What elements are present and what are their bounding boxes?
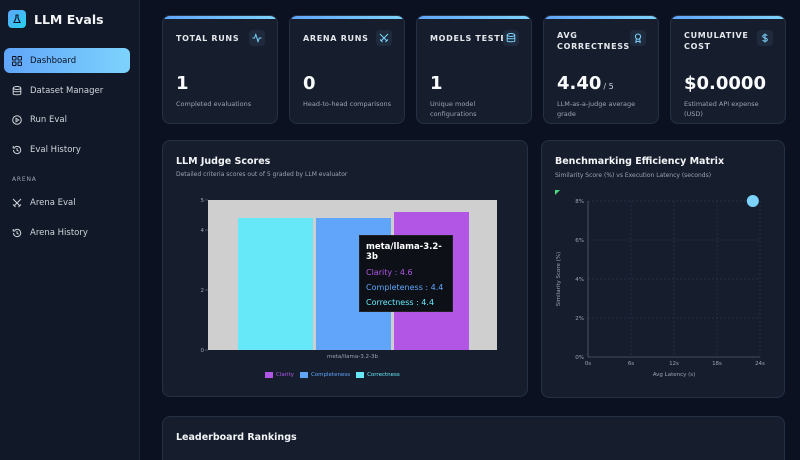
efficiency-matrix-panel: Benchmarking Efficiency Matrix Similarit… bbox=[541, 140, 785, 398]
app-title: LLM Evals bbox=[34, 11, 104, 27]
legend-item-clarity[interactable]: Clarity bbox=[265, 372, 294, 378]
stat-label: CUMULATIVE COST bbox=[684, 31, 749, 51]
sidebar-item-run-eval[interactable]: Run Eval bbox=[4, 107, 130, 132]
panel-title: Benchmarking Efficiency Matrix bbox=[555, 156, 725, 167]
brand[interactable]: LLM Evals bbox=[8, 10, 104, 28]
stat-card-arena-runs: ARENA RUNS 0 Head-to-head comparisons bbox=[289, 15, 405, 124]
sidebar: LLM Evals Dashboard Dataset Manager Run … bbox=[0, 0, 140, 460]
sidebar-item-label: Arena Eval bbox=[30, 197, 76, 208]
flask-icon bbox=[8, 10, 26, 28]
stat-suffix: / 5 bbox=[603, 82, 614, 91]
stat-description: Head-to-head comparisons bbox=[303, 100, 391, 108]
panel-subtitle: Similarity Score (%) vs Execution Latenc… bbox=[555, 172, 712, 179]
panel-title: LLM Judge Scores bbox=[176, 156, 271, 167]
history-icon bbox=[12, 228, 22, 237]
section-label-arena: ARENA bbox=[12, 176, 37, 183]
grid-icon bbox=[12, 55, 22, 66]
sidebar-item-arena-eval[interactable]: Arena Eval bbox=[4, 190, 130, 215]
tooltip-title: meta/llama-3.2-3b bbox=[366, 242, 442, 262]
stat-description: LLM-as-a-judge average grade bbox=[557, 100, 636, 118]
stat-label: AVG CORRECTNESS bbox=[557, 31, 630, 51]
stat-value: 0 bbox=[303, 73, 316, 94]
tooltip-correctness: Correctness : 4.4 bbox=[366, 298, 435, 307]
stat-value: 1 bbox=[430, 73, 443, 94]
history-icon bbox=[12, 145, 22, 154]
award-icon bbox=[630, 30, 646, 46]
sidebar-item-dataset-manager[interactable]: Dataset Manager bbox=[4, 78, 130, 103]
stat-card-total-runs: TOTAL RUNS 1 Completed evaluations bbox=[162, 15, 278, 124]
legend-item-correctness[interactable]: Correctness bbox=[356, 372, 400, 378]
dollar-icon bbox=[757, 30, 773, 46]
stat-label: TOTAL RUNS bbox=[176, 34, 240, 43]
sidebar-item-eval-history[interactable]: Eval History bbox=[4, 137, 130, 162]
stat-description: Unique model configurations bbox=[430, 100, 477, 118]
leaderboard-panel: Leaderboard Rankings bbox=[162, 416, 785, 460]
stat-label: MODELS TESTED bbox=[430, 34, 514, 43]
stat-card-avg-correctness: AVG CORRECTNESS 4.40/ 5 LLM-as-a-judge a… bbox=[543, 15, 659, 124]
stat-value: $0.0000 bbox=[684, 73, 766, 94]
tooltip-clarity: Clarity : 4.6 bbox=[366, 268, 413, 277]
legend-item-completeness[interactable]: Completeness bbox=[299, 372, 350, 378]
swords-icon bbox=[376, 30, 392, 46]
tooltip-completeness: Completeness : 4.4 bbox=[366, 283, 444, 292]
swords-icon bbox=[12, 198, 22, 207]
panel-title: Leaderboard Rankings bbox=[176, 432, 297, 443]
stat-value: 1 bbox=[176, 73, 189, 94]
sidebar-item-label: Arena History bbox=[30, 227, 88, 238]
stat-description: Estimated API expense (USD) bbox=[684, 100, 759, 118]
stat-label: ARENA RUNS bbox=[303, 34, 369, 43]
sidebar-item-label: Eval History bbox=[30, 144, 81, 155]
play-icon bbox=[12, 114, 22, 125]
database-icon bbox=[12, 85, 22, 95]
sidebar-item-arena-history[interactable]: Arena History bbox=[4, 220, 130, 245]
chart-legend: Clarity Completeness Correctness bbox=[265, 372, 400, 378]
sidebar-item-label: Dataset Manager bbox=[30, 85, 104, 96]
database-icon bbox=[503, 30, 519, 46]
panel-subtitle: Detailed criteria scores out of 5 graded… bbox=[176, 171, 348, 178]
sidebar-item-label: Dashboard bbox=[30, 55, 77, 66]
stat-value: 4.40/ 5 bbox=[557, 73, 614, 94]
stat-card-cumulative-cost: CUMULATIVE COST $0.0000 Estimated API ex… bbox=[670, 15, 786, 124]
stat-description: Completed evaluations bbox=[176, 100, 252, 108]
activity-icon bbox=[249, 30, 265, 46]
stat-card-models-tested: MODELS TESTED 1 Unique model configurati… bbox=[416, 15, 532, 124]
chart-tooltip: meta/llama-3.2-3b Clarity : 4.6 Complete… bbox=[359, 235, 453, 312]
judge-scores-panel: LLM Judge Scores Detailed criteria score… bbox=[162, 140, 528, 397]
sidebar-item-label: Run Eval bbox=[30, 114, 67, 125]
sidebar-item-dashboard[interactable]: Dashboard bbox=[4, 48, 130, 73]
